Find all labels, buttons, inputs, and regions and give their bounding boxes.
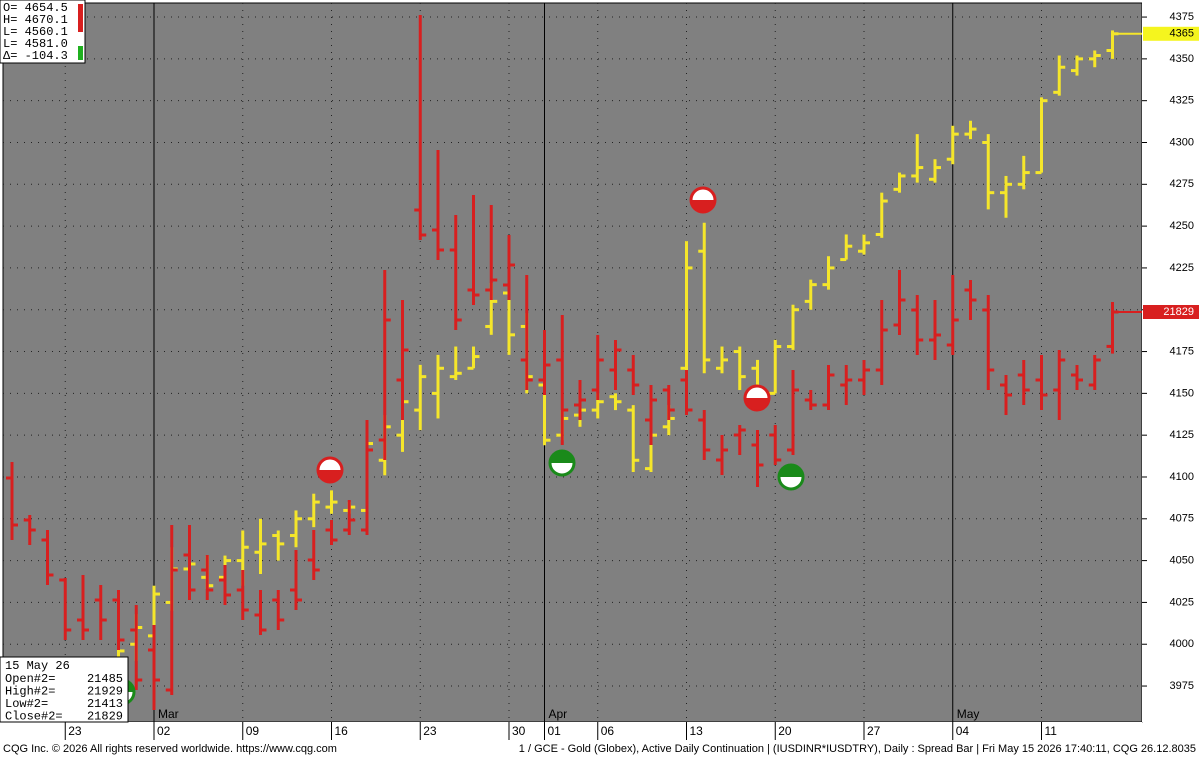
y-tick-label: 4000 [1170, 638, 1194, 650]
x-tick-label: 23 [68, 724, 82, 738]
y-tick-label: 4175 [1170, 345, 1194, 357]
y-tick-label: 4125 [1170, 429, 1194, 441]
y-tick-label: 3975 [1170, 680, 1194, 692]
y-tick-label: 4100 [1170, 471, 1194, 483]
y-tick-label: 4325 [1170, 95, 1194, 107]
info-line: H= 4670.1 [3, 13, 68, 27]
signal-sell [316, 456, 344, 484]
y-axis: 3975400040254050407541004125415041754200… [1142, 0, 1200, 722]
y-tick-label: 4050 [1170, 555, 1194, 567]
last-price-bg [1143, 26, 1199, 41]
plot-area [2, 2, 1143, 723]
info-box [0, 656, 129, 723]
last-price-label: 4365 [1170, 28, 1194, 40]
footer-left: CQG Inc. © 2026 All rights reserved worl… [3, 743, 337, 755]
info-label: Close#2= [5, 710, 63, 724]
y-tick-label: 4225 [1170, 262, 1194, 274]
grid [3, 3, 1142, 740]
x-tick-label: 11 [1045, 724, 1058, 738]
y-tick-label: 4150 [1170, 387, 1194, 399]
signal-sell [689, 186, 717, 214]
x-tick-label: 06 [601, 724, 615, 738]
info-date: 15 May 26 [5, 659, 70, 673]
info-line: L= 4581.0 [3, 37, 68, 51]
signal-buy [777, 463, 805, 491]
info-value: 21485 [87, 672, 123, 686]
info-value: 21413 [87, 697, 123, 711]
x-tick-label: 23 [423, 724, 437, 738]
info-value: 21829 [87, 710, 123, 724]
x-axis: 23 Mar 02 09 16 23 30 Apr 01 06 13 20 27 May 04 11 [0, 707, 1142, 740]
y-tick-label: 4275 [1170, 178, 1194, 190]
x-tick-label: 20 [778, 724, 792, 738]
info-line: O= 4654.5 [3, 1, 68, 15]
x-tick-label: 02 [157, 724, 171, 738]
signal-buy [548, 449, 576, 477]
x-tick-label: 30 [512, 724, 526, 738]
last-price-label: 21829 [1163, 306, 1194, 318]
info-line: Δ= -104.3 [3, 49, 68, 63]
info-value: 21929 [87, 685, 123, 699]
x-tick-label: 13 [690, 724, 704, 738]
info-line: L= 4560.1 [3, 25, 68, 39]
y-tick-label: 4025 [1170, 596, 1194, 608]
x-tick-label: 09 [246, 724, 260, 738]
last-price-bg [1143, 305, 1199, 319]
y-tick-label: 4250 [1170, 220, 1194, 232]
y-tick-label: 4375 [1170, 11, 1194, 23]
info-label: Low#2= [5, 697, 48, 711]
y-tick-label: 4075 [1170, 513, 1194, 525]
x-tick-label: 27 [867, 724, 881, 738]
y-tick-label: 4350 [1170, 53, 1194, 65]
info-label: High#2= [5, 685, 55, 699]
info-label: Open#2= [5, 672, 55, 686]
axis-strip [1142, 0, 1200, 722]
month-label: May [957, 707, 980, 721]
y-tick-label: 4300 [1170, 136, 1194, 148]
info-box [0, 0, 86, 64]
footer-right: 1 / GCE - Gold (Globex), Active Daily Co… [519, 743, 1196, 755]
color-bar [78, 46, 83, 60]
axis-strip [0, 722, 1142, 740]
signal-sell [743, 384, 771, 412]
x-tick-label: 01 [548, 724, 562, 738]
bars [6, 15, 1142, 710]
month-label: Mar [158, 707, 179, 721]
x-tick-label: 16 [335, 724, 349, 738]
month-label: Apr [549, 707, 568, 721]
color-bar [78, 4, 83, 32]
x-tick-label: 04 [956, 724, 970, 738]
